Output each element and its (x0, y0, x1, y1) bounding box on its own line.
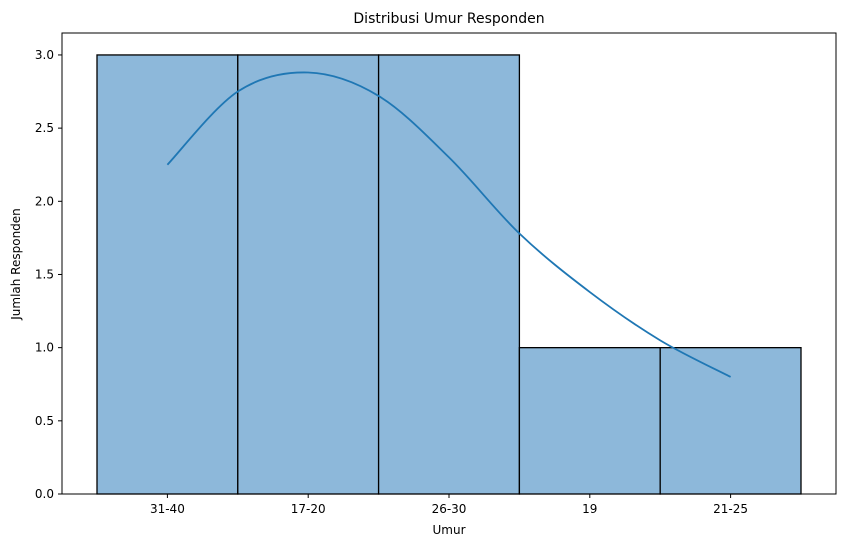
y-axis: 0.0 0.5 1.0 1.5 2.0 2.5 3.0 (35, 48, 62, 501)
bar-17-20 (237, 54, 380, 495)
y-tick-label: 0.5 (35, 414, 54, 428)
bars-layer (96, 54, 802, 495)
y-tick-label: 2.5 (35, 121, 54, 135)
x-axis-label: Umur (432, 523, 465, 537)
kde-layer (166, 71, 732, 378)
kde-line (166, 71, 732, 378)
y-tick-label: 1.0 (35, 341, 54, 355)
x-tick-label: 17-20 (291, 502, 326, 516)
y-tick-label: 2.0 (35, 194, 54, 208)
bar-26-30 (377, 54, 521, 495)
y-tick-label: 1.5 (35, 267, 54, 281)
x-tick-label: 26-30 (432, 502, 467, 516)
y-tick-label: 3.0 (35, 48, 54, 62)
x-tick-label: 21-25 (713, 502, 748, 516)
bar-31-40 (96, 54, 239, 495)
bar-21-25 (659, 347, 802, 495)
x-tick-label: 19 (582, 502, 597, 516)
y-axis-label: Jumlah Responden (9, 208, 23, 321)
chart-title: Distribusi Umur Responden (353, 11, 544, 27)
bar-19 (518, 347, 661, 495)
x-axis: 31-40 17-20 26-30 19 21-25 (150, 494, 748, 516)
x-tick-label: 31-40 (150, 502, 185, 516)
y-tick-label: 0.0 (35, 487, 54, 501)
